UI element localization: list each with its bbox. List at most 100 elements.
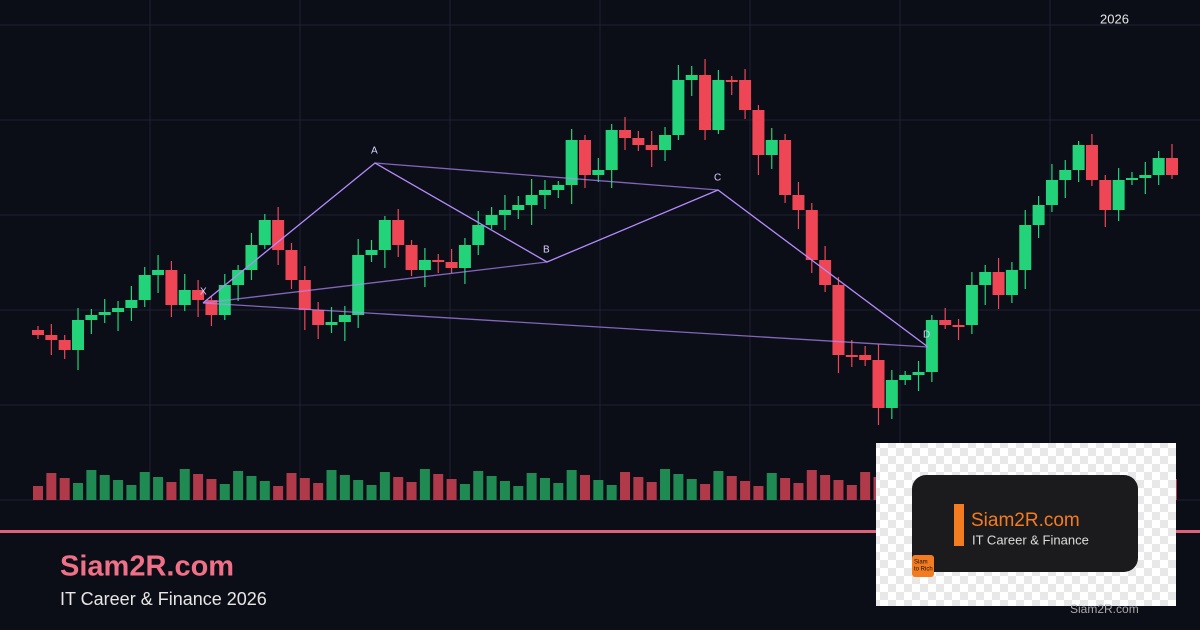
- volume-bar: [73, 483, 84, 500]
- volume-bar: [553, 483, 564, 500]
- pattern-labels: X A B C D: [200, 146, 930, 341]
- volume-bar: [726, 476, 737, 500]
- point-label: C: [714, 173, 721, 184]
- candle-body: [939, 320, 952, 325]
- candle-body: [232, 270, 245, 285]
- logo-card: [912, 475, 1138, 572]
- volume-bar: [233, 471, 244, 500]
- volume-bar: [326, 470, 337, 500]
- pattern-line: [374, 162, 719, 191]
- candle-body: [1112, 180, 1125, 210]
- watermark: Siam2R.com: [1070, 602, 1139, 616]
- volume-bar: [593, 480, 604, 500]
- candle-body: [338, 315, 351, 322]
- candle-body: [378, 220, 391, 250]
- candle-body: [1059, 170, 1072, 180]
- candle-body: [632, 138, 645, 145]
- volume-bar: [646, 482, 657, 500]
- volume-bar: [833, 480, 844, 500]
- logo-title: Siam2R.com: [971, 510, 1080, 531]
- candle-body: [699, 75, 712, 130]
- volume-bar: [313, 483, 324, 500]
- candle-body: [272, 220, 285, 250]
- candle-body: [872, 360, 885, 408]
- candle-body: [592, 170, 605, 175]
- volume-bar: [633, 477, 644, 500]
- volume-bar: [179, 469, 190, 500]
- candle-body: [1045, 180, 1058, 205]
- volume-bar: [606, 485, 617, 500]
- pattern-line: [202, 261, 548, 304]
- candle-body: [832, 285, 845, 355]
- candle-body: [192, 290, 205, 300]
- candle-body: [779, 140, 792, 195]
- volume-bar: [820, 475, 831, 500]
- volume-bar: [433, 474, 444, 500]
- candle-body: [512, 205, 525, 210]
- badge-text: to Rich: [914, 567, 933, 573]
- volume-bar: [153, 477, 164, 500]
- candle-body: [952, 325, 965, 327]
- candle-body: [792, 195, 805, 210]
- candle-body: [72, 320, 85, 350]
- candle-body: [45, 335, 58, 340]
- candle-body: [1019, 225, 1032, 270]
- candle-body: [752, 110, 765, 155]
- volume-bar: [740, 481, 751, 500]
- volume-bar: [499, 481, 510, 500]
- candle-body: [845, 355, 858, 357]
- brand-subtitle: IT Career & Finance 2026: [60, 589, 267, 609]
- candle-body: [405, 245, 418, 270]
- volume-bar: [700, 484, 711, 500]
- candle-body: [498, 210, 511, 215]
- candle-body: [1032, 205, 1045, 225]
- logo-badge: [912, 555, 934, 577]
- candle-body: [258, 220, 271, 245]
- candle-body: [645, 145, 658, 150]
- candle-body: [458, 245, 471, 268]
- volume-bar: [673, 474, 684, 500]
- volume-bar: [686, 479, 697, 500]
- candle-body: [58, 340, 71, 350]
- volume-bar: [419, 469, 430, 500]
- candle-body: [685, 75, 698, 80]
- volume-bar: [206, 479, 217, 500]
- volume-bar: [539, 478, 550, 500]
- candle-body: [725, 80, 738, 82]
- volume-bar: [513, 486, 524, 500]
- candle-body: [1139, 175, 1152, 178]
- volume-bar: [33, 486, 43, 500]
- candle-body: [885, 380, 898, 408]
- candle-body: [739, 80, 752, 110]
- candle-body: [365, 250, 378, 255]
- candle-body: [1152, 158, 1165, 175]
- candle-body: [805, 210, 818, 260]
- pattern-line: [202, 302, 929, 348]
- badge-text: Siam: [914, 560, 928, 566]
- divider: [0, 530, 1200, 533]
- volume-bar: [526, 473, 537, 500]
- candle-body: [245, 245, 258, 270]
- volume-bar: [579, 475, 590, 500]
- point-label: D: [923, 330, 930, 341]
- candle-body: [418, 260, 431, 270]
- candle-body: [312, 310, 325, 325]
- volume-bar: [806, 470, 817, 500]
- candle-body: [285, 250, 298, 280]
- candle-body: [1125, 178, 1138, 180]
- volume-bar: [393, 477, 404, 500]
- volume-bar: [219, 484, 230, 500]
- volume-bar: [486, 476, 497, 500]
- candle-body: [472, 225, 485, 245]
- volume-bar: [860, 472, 871, 500]
- candle-body: [445, 262, 458, 268]
- volume-bar: [566, 470, 577, 500]
- volume-bar: [379, 472, 390, 500]
- candles: [32, 59, 1178, 425]
- volume-bar: [366, 485, 377, 500]
- volume-bar: [59, 478, 70, 500]
- volume-bar: [660, 469, 671, 500]
- volume-bar: [780, 478, 791, 500]
- volume-bar: [126, 485, 137, 500]
